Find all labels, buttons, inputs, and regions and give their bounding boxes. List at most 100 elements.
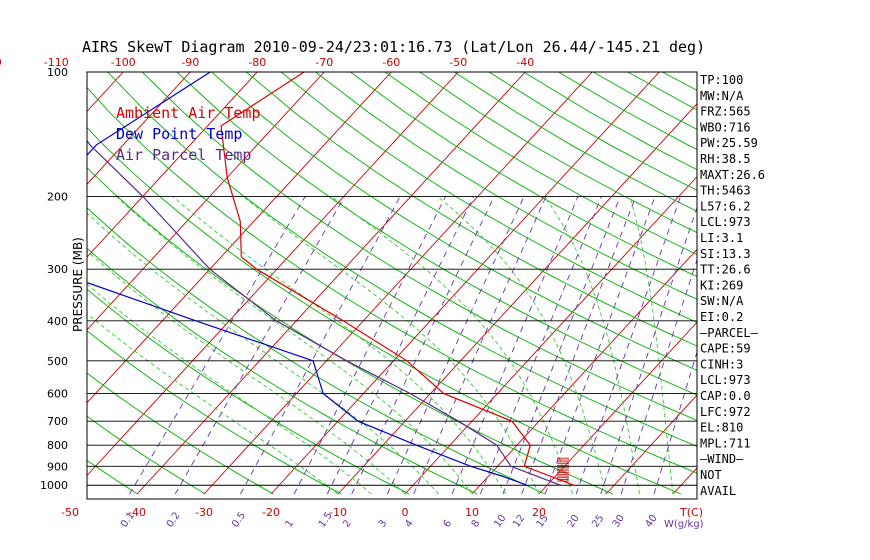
bottom-temp-tick-label: 0 [402,506,409,519]
index-label: SI:13.3 [700,247,751,261]
mixing-ratio-tick-label: 10 [492,513,508,530]
moist-adiabat-line [437,196,607,495]
moist-adiabat-line [242,196,540,495]
index-label: NOT [700,468,722,482]
series-line [87,139,561,486]
dry-adiabat-line [107,72,697,447]
dry-adiabat-line [315,72,697,300]
dry-adiabat-line [87,207,546,495]
index-label: SW:N/A [700,294,744,308]
series-line [87,72,528,486]
dry-adiabat-line [87,86,697,474]
isotherm-line [87,72,459,477]
mixing-ratio-tick-label: 8 [470,518,483,530]
mixing-ratio-tick-label: 12 [511,513,527,530]
mixing-ratio-line [174,196,345,495]
index-label: AVAIL [700,484,736,498]
index-label: EI:0.2 [700,310,743,324]
dry-adiabat-line [176,72,697,396]
dry-adiabat-line [801,72,870,494]
pressure-tick-label: 100 [47,66,68,79]
series-line [220,72,575,486]
index-label: MPL:711 [700,436,751,450]
index-label: TT:26.6 [700,263,751,277]
mixing-ratio-line [129,196,306,495]
index-label: WBO:716 [700,120,751,134]
moist-adiabat-line [115,196,473,495]
plot-frame [86,71,698,500]
mixing-ratio-unit: W(g/kg) [664,519,704,530]
isotherm-line [136,72,526,495]
mixing-ratio-tick-label: 0.2 [165,510,183,529]
index-label: KI:269 [700,278,743,292]
dry-adiabat-line [87,415,206,495]
top-temp-tick-label: -40 [516,56,534,69]
top-temp-tick-label: -70 [315,56,333,69]
index-label: TP:100 [700,73,743,87]
dry-adiabat-line [419,72,697,234]
mixing-ratio-line [451,196,579,495]
dry-adiabat-line [211,72,697,371]
index-label: PW:25.59 [700,136,758,150]
index-label: CAPE:59 [700,342,751,356]
bottom-temp-tick-label: -30 [195,506,213,519]
dry-adiabat-line [662,72,697,91]
dry-adiabat-line [87,288,410,495]
bottom-axis-unit: T(C) [679,506,703,519]
index-label: —PARCEL— [700,326,759,340]
moist-adiabat-line [629,196,674,495]
index-label: LCL:973 [700,215,751,229]
mixing-ratio-tick-label: 40 [643,513,659,530]
index-label: TH:5463 [700,184,751,198]
isotherm-line [404,175,697,495]
y-axis-label: PRESSURE (MB) [71,237,85,332]
mixing-ratio-line [293,196,447,495]
mixing-ratio-tick-label: 1 [284,518,297,530]
dry-adiabat-line [87,459,138,495]
isotherm-line [337,103,697,495]
pressure-tick-label: 400 [47,315,68,328]
wind-hatching [557,457,569,482]
dry-adiabat-line [87,126,682,495]
mixing-ratio-tick-label: 3 [377,518,390,530]
mixing-ratio-tick-label: 4 [403,518,416,530]
index-label: FRZ:565 [700,105,751,119]
pressure-tick-label: 500 [47,355,68,368]
dry-adiabat-line [87,166,614,495]
moist-adiabat-line [543,196,640,495]
legend-entry: Ambient Air Temp [116,104,261,122]
pressure-tick-labels: 100 200 300 400 500 600 700 800 900 1000 [40,66,68,492]
isotherm-line [0,72,56,494]
legend-entry: Air Parcel Temp [116,146,251,164]
moist-adiabat-line [331,196,573,495]
bottom-temp-tick-label: -50 [61,506,79,519]
isobar-lines [87,195,697,486]
isotherm-line [203,72,593,495]
mixing-ratio-tick-label: 20 [566,513,582,530]
isotherm-line [87,72,124,113]
top-temp-tick-label: -80 [248,56,266,69]
top-temp-tick-label: -50 [449,56,467,69]
mixing-ratio-line [600,206,697,495]
legend: Ambient Air Temp Dew Point Temp Air Parcel… [116,104,261,164]
pressure-tick-label: 900 [47,460,68,473]
bottom-temp-tick-label: 20 [532,506,546,519]
mixing-ratio-line [575,196,681,495]
dry-adiabat-line [87,247,478,495]
chart-title: AIRS SkewT Diagram 2010-09-24/23:01:16.7… [82,38,705,56]
moist-adiabat-line [87,250,406,495]
pressure-tick-label: 1000 [40,479,68,492]
mixing-ratio-tick-label: 30 [611,513,627,530]
moist-adiabat-line [87,313,339,495]
dry-adiabat-line [87,372,274,495]
dry-adiabat-line [384,72,697,256]
profile-curves [87,72,575,486]
pressure-tick-label: 700 [47,415,68,428]
mixing-ratio-tick-label: 2 [341,518,354,530]
isotherm-line [270,72,660,495]
isotherm-line [605,394,697,495]
index-label: CAP:0.0 [700,389,751,403]
index-label: —WIND— [700,452,744,466]
